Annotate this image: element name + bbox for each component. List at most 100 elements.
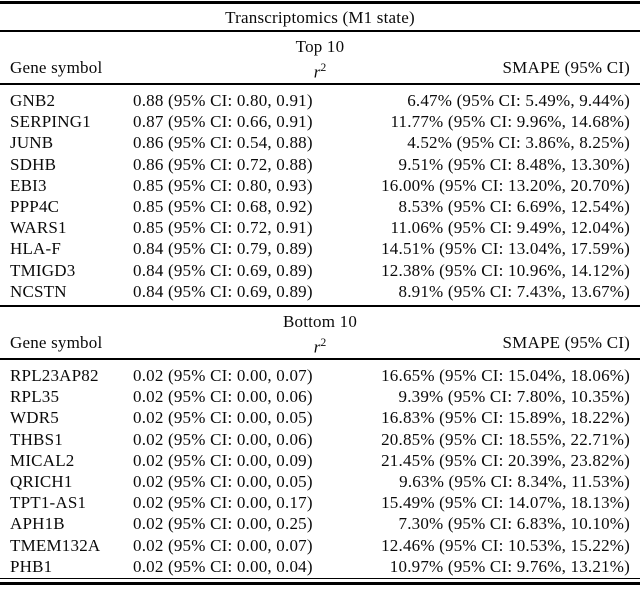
gene-symbol-cell: RPL23AP82	[10, 366, 99, 385]
r2-value-cell: 0.02 (95% CI: 0.00, 0.07)	[133, 535, 313, 555]
section-divider-rule	[0, 305, 640, 307]
r2-value-cell: 0.85 (95% CI: 0.72, 0.91)	[133, 218, 313, 238]
r2-value-cell: 0.85 (95% CI: 0.68, 0.92)	[133, 196, 313, 216]
smape-value-cell: 14.51% (95% CI: 13.04%, 17.59%)	[381, 239, 630, 259]
column-header-gene-symbol: Gene symbol	[10, 58, 103, 77]
smape-value-cell: 9.51% (95% CI: 8.48%, 13.30%)	[398, 154, 630, 174]
r2-symbol: r	[313, 62, 321, 82]
table-bottom-rule	[0, 582, 640, 585]
smape-value-cell: 12.38% (95% CI: 10.96%, 14.12%)	[381, 260, 630, 280]
r2-value-cell: 0.84 (95% CI: 0.79, 0.89)	[133, 239, 313, 259]
r2-value-cell: 0.84 (95% CI: 0.69, 0.89)	[133, 260, 313, 280]
r2-exponent: 2	[320, 62, 327, 74]
r2-value-cell: 0.86 (95% CI: 0.54, 0.88)	[133, 133, 313, 153]
smape-value-cell: 16.83% (95% CI: 15.89%, 18.22%)	[381, 408, 630, 428]
gene-symbol-cell: JUNB	[10, 133, 54, 153]
smape-value-cell: 6.47% (95% CI: 5.49%, 9.44%)	[407, 91, 630, 110]
r2-value-cell: 0.02 (95% CI: 0.00, 0.17)	[133, 493, 313, 513]
table-row: TMEM132A 0.02 (95% CI: 0.00, 0.07) 12.46…	[0, 535, 640, 556]
smape-value-cell: 11.77% (95% CI: 9.96%, 14.68%)	[390, 112, 630, 132]
top10-header-divider-rule	[0, 83, 640, 85]
r2-value-cell: 0.84 (95% CI: 0.69, 0.89)	[133, 281, 313, 301]
gene-symbol-cell: SDHB	[10, 154, 57, 174]
table-row: SERPING1 0.87 (95% CI: 0.66, 0.91) 11.77…	[0, 111, 640, 132]
table-row: SDHB 0.86 (95% CI: 0.72, 0.88) 9.51% (95…	[0, 154, 640, 175]
gene-symbol-cell: QRICH1	[10, 471, 73, 491]
gene-symbol-cell: APH1B	[10, 514, 65, 534]
r2-value-cell: 0.86 (95% CI: 0.72, 0.88)	[133, 154, 313, 174]
section-label-top10: Top 10	[295, 37, 345, 56]
column-header-smape: SMAPE (95% CI)	[502, 333, 630, 352]
r2-value-cell: 0.02 (95% CI: 0.00, 0.06)	[133, 387, 313, 407]
smape-value-cell: 20.85% (95% CI: 18.55%, 22.71%)	[381, 429, 630, 449]
smape-value-cell: 10.97% (95% CI: 9.76%, 13.21%)	[389, 556, 630, 576]
gene-symbol-cell: SERPING1	[10, 112, 91, 132]
table-row: PPP4C 0.85 (95% CI: 0.68, 0.92) 8.53% (9…	[0, 196, 640, 217]
gene-symbol-cell: EBI3	[10, 175, 47, 195]
smape-value-cell: 15.49% (95% CI: 14.07%, 18.13%)	[381, 493, 630, 513]
bottom10-header-divider-rule	[0, 358, 640, 360]
table-row: MICAL2 0.02 (95% CI: 0.00, 0.09) 21.45% …	[0, 450, 640, 471]
top10-rows: GNB2 0.88 (95% CI: 0.80, 0.91) 6.47% (95…	[0, 90, 640, 302]
r2-exponent: 2	[320, 337, 327, 349]
body-end-rule	[0, 577, 640, 579]
table-top-rule	[0, 1, 640, 4]
smape-value-cell: 9.39% (95% CI: 7.80%, 10.35%)	[398, 387, 630, 407]
table-row: RPL35 0.02 (95% CI: 0.00, 0.06) 9.39% (9…	[0, 386, 640, 407]
table-row: GNB2 0.88 (95% CI: 0.80, 0.91) 6.47% (95…	[0, 90, 640, 111]
r2-value-cell: 0.87 (95% CI: 0.66, 0.91)	[133, 112, 313, 132]
smape-value-cell: 16.65% (95% CI: 15.04%, 18.06%)	[381, 366, 630, 385]
table-row: APH1B 0.02 (95% CI: 0.00, 0.25) 7.30% (9…	[0, 513, 640, 534]
gene-symbol-cell: WARS1	[10, 218, 67, 238]
top10-column-header-row: Gene symbol r2 SMAPE (95% CI)	[0, 57, 640, 82]
smape-value-cell: 8.91% (95% CI: 7.43%, 13.67%)	[398, 281, 630, 301]
smape-value-cell: 4.52% (95% CI: 3.86%, 8.25%)	[407, 133, 630, 153]
smape-value-cell: 8.53% (95% CI: 6.69%, 12.54%)	[398, 196, 630, 216]
r2-value-cell: 0.88 (95% CI: 0.80, 0.91)	[133, 91, 313, 110]
section-label-bottom10: Bottom 10	[282, 312, 358, 331]
table-row: JUNB 0.86 (95% CI: 0.54, 0.88) 4.52% (95…	[0, 132, 640, 153]
r2-symbol: r	[313, 337, 321, 357]
r2-value-cell: 0.02 (95% CI: 0.00, 0.09)	[133, 450, 313, 470]
gene-symbol-cell: HLA-F	[10, 239, 62, 259]
column-header-gene-symbol: Gene symbol	[10, 333, 103, 352]
column-header-r2: r2	[0, 57, 640, 84]
gene-symbol-cell: TMIGD3	[10, 260, 76, 280]
gene-symbol-cell: GNB2	[10, 91, 56, 110]
table-title: Transcriptomics (M1 state)	[225, 8, 415, 27]
title-divider-rule	[0, 30, 640, 32]
r2-value-cell: 0.02 (95% CI: 0.00, 0.25)	[133, 514, 313, 534]
bottom10-column-header-row: Gene symbol r2 SMAPE (95% CI)	[0, 332, 640, 357]
r2-value-cell: 0.85 (95% CI: 0.80, 0.93)	[133, 175, 313, 195]
table-row: WARS1 0.85 (95% CI: 0.72, 0.91) 11.06% (…	[0, 217, 640, 238]
table-row: TMIGD3 0.84 (95% CI: 0.69, 0.89) 12.38% …	[0, 260, 640, 281]
gene-symbol-cell: PPP4C	[10, 196, 60, 216]
r2-value-cell: 0.02 (95% CI: 0.00, 0.06)	[133, 429, 313, 449]
table-row: THBS1 0.02 (95% CI: 0.00, 0.06) 20.85% (…	[0, 429, 640, 450]
gene-symbol-cell: WDR5	[10, 408, 59, 428]
gene-symbol-cell: THBS1	[10, 429, 63, 449]
smape-value-cell: 12.46% (95% CI: 10.53%, 15.22%)	[381, 535, 630, 555]
r2-value-cell: 0.02 (95% CI: 0.00, 0.07)	[133, 366, 313, 385]
bottom10-rows: RPL23AP82 0.02 (95% CI: 0.00, 0.07) 16.6…	[0, 365, 640, 577]
gene-symbol-cell: RPL35	[10, 387, 60, 407]
column-header-r2: r2	[0, 332, 640, 359]
smape-value-cell: 11.06% (95% CI: 9.49%, 12.04%)	[390, 218, 630, 238]
r2-value-cell: 0.02 (95% CI: 0.00, 0.05)	[133, 408, 313, 428]
gene-symbol-cell: TMEM132A	[10, 535, 101, 555]
gene-symbol-cell: NCSTN	[10, 281, 67, 301]
gene-symbol-cell: MICAL2	[10, 450, 75, 470]
table-row: PHB1 0.02 (95% CI: 0.00, 0.04) 10.97% (9…	[0, 556, 640, 577]
smape-value-cell: 7.30% (95% CI: 6.83%, 10.10%)	[398, 514, 630, 534]
table-row: TPT1-AS1 0.02 (95% CI: 0.00, 0.17) 15.49…	[0, 492, 640, 513]
table-row: RPL23AP82 0.02 (95% CI: 0.00, 0.07) 16.6…	[0, 365, 640, 386]
r2-value-cell: 0.02 (95% CI: 0.00, 0.04)	[133, 556, 313, 576]
column-header-smape: SMAPE (95% CI)	[502, 58, 630, 77]
smape-value-cell: 16.00% (95% CI: 13.20%, 20.70%)	[381, 175, 630, 195]
table-row: HLA-F 0.84 (95% CI: 0.79, 0.89) 14.51% (…	[0, 238, 640, 259]
smape-value-cell: 9.63% (95% CI: 8.34%, 11.53%)	[399, 471, 630, 491]
table-row: EBI3 0.85 (95% CI: 0.80, 0.93) 16.00% (9…	[0, 175, 640, 196]
r2-value-cell: 0.02 (95% CI: 0.00, 0.05)	[133, 471, 313, 491]
table-row: WDR5 0.02 (95% CI: 0.00, 0.05) 16.83% (9…	[0, 407, 640, 428]
